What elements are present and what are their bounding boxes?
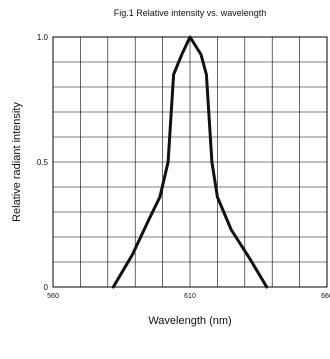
chart-title: Fig.1 Relative intensity vs. wavelength (114, 8, 267, 18)
x-tick-label: 610 (184, 293, 196, 300)
tick-labels: 0 0.5 1.0 560 610 660 (37, 33, 330, 300)
x-tick-label: 660 (321, 293, 330, 300)
x-axis-label: Wavelength (nm) (148, 315, 231, 327)
y-tick-label: 0.5 (37, 158, 49, 167)
y-tick-label: 0 (44, 283, 49, 292)
y-axis-label: Relative radiant intensity (11, 102, 23, 222)
grid (53, 37, 327, 287)
x-tick-label: 560 (47, 293, 59, 300)
series-line (111, 35, 269, 289)
y-tick-label: 1.0 (37, 33, 49, 42)
